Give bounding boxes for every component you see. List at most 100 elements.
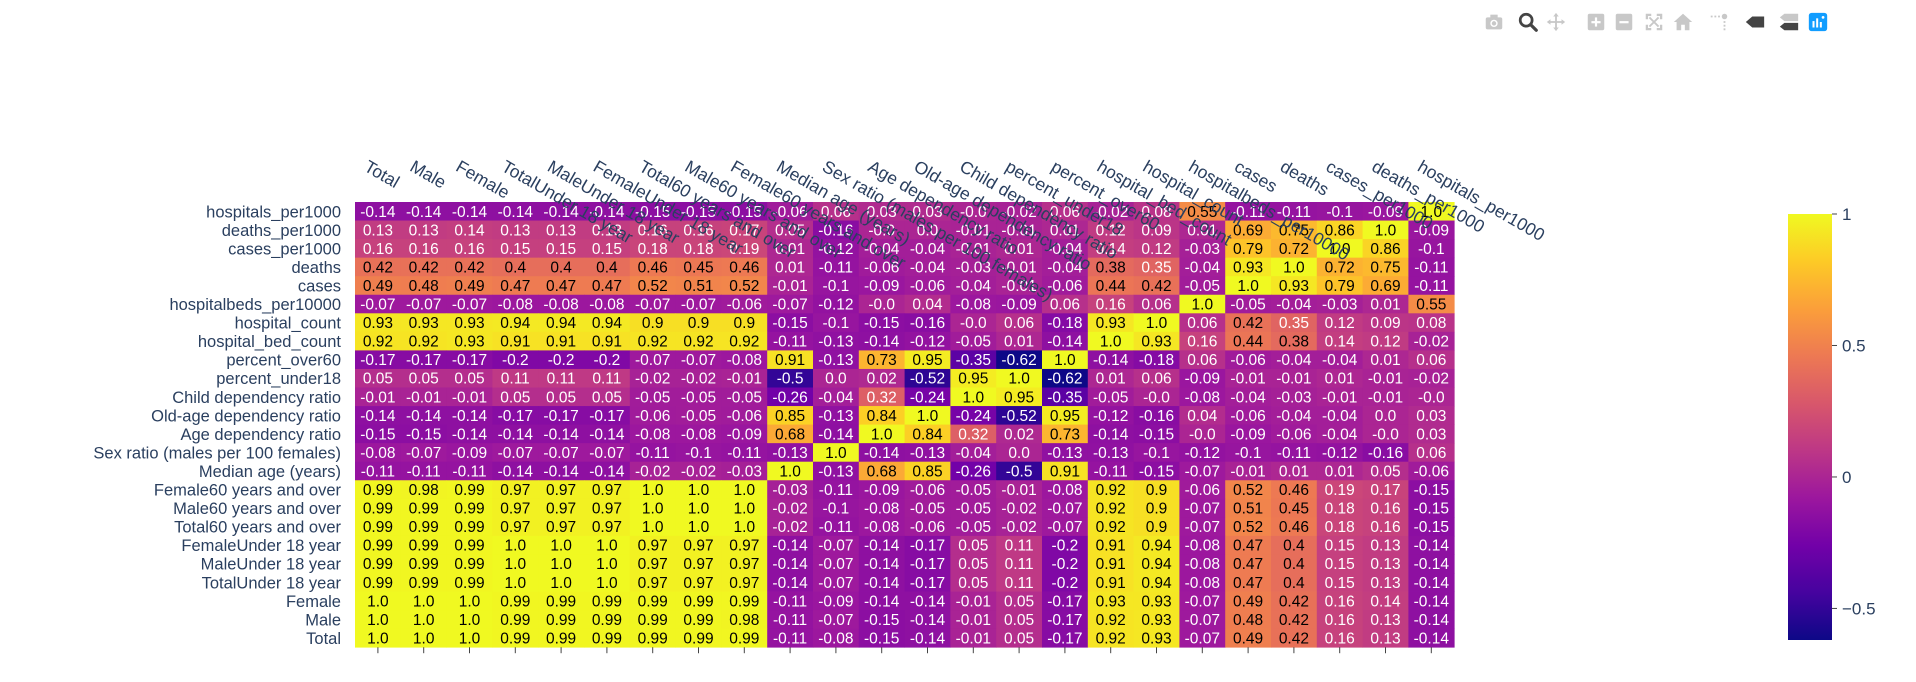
cell-value-label: 0.99	[546, 593, 576, 610]
cell-value-label: 0.99	[592, 630, 622, 647]
cell-value-label: -0.04	[1276, 297, 1312, 314]
colorbar-tick-label: 1	[1842, 205, 1851, 224]
plotly-logo-button[interactable]	[1804, 8, 1832, 36]
cell-value-label: -0.02	[681, 371, 716, 388]
heatmap-cell	[858, 220, 905, 240]
cell-value-label: -0.02	[635, 463, 670, 480]
colorbar-ticks: 1 0.5 0 −0.5	[1832, 205, 1876, 618]
cell-value-label: 0.97	[500, 501, 530, 518]
plotly-logo-icon	[1808, 12, 1828, 32]
cell-value-label: 0.08	[1141, 204, 1171, 221]
cell-value-label: 0.99	[409, 575, 439, 592]
camera-button[interactable]	[1480, 8, 1508, 36]
cell-value-label: 0.97	[638, 538, 668, 555]
cell-value-label: -0.14	[772, 556, 808, 573]
heatmap-cell	[767, 331, 814, 351]
heatmap-cell	[1362, 554, 1409, 574]
heatmap-cell	[813, 610, 860, 630]
cell-value-label: 0.42	[1141, 278, 1171, 295]
heatmap-cell	[400, 368, 447, 388]
heatmap-cell	[1408, 257, 1455, 277]
heatmap-cell	[1225, 628, 1272, 648]
cell-value-label: 0.91	[1050, 463, 1080, 480]
cell-value-label: -0.01	[956, 612, 991, 629]
heatmap-cell	[492, 202, 539, 221]
heatmap-cell	[1271, 313, 1318, 333]
heatmap-cell	[629, 610, 676, 630]
cell-value-label: 0.97	[592, 519, 622, 536]
cell-value-label: -0.09	[1414, 222, 1449, 239]
cell-value-label: 0.99	[454, 482, 484, 499]
cell-value-label: 1.0	[1192, 297, 1214, 314]
heatmap-cell	[400, 461, 447, 481]
cell-value-label: -0.11	[819, 482, 853, 499]
heatmap-cell	[1271, 443, 1318, 463]
cell-value-label: 0.97	[546, 501, 576, 518]
zoom-button[interactable]	[1514, 8, 1542, 36]
zoom-in-button[interactable]	[1582, 8, 1610, 36]
zoom-out-button[interactable]	[1610, 8, 1638, 36]
cell-value-label: -0.17	[360, 352, 395, 369]
cell-value-label: 0.06	[1416, 352, 1446, 369]
heatmap-cell	[446, 628, 493, 648]
heatmap-cell	[1179, 202, 1226, 221]
cell-value-label: -0.09	[1001, 297, 1036, 314]
cell-value-label: -0.14	[1414, 612, 1450, 629]
heatmap-cell	[767, 591, 814, 611]
heatmap-cell	[1179, 628, 1226, 648]
cell-value-label: -0.03	[1322, 297, 1357, 314]
cell-value-label: -0.04	[818, 389, 854, 406]
cell-value-label: 0.38	[1279, 334, 1309, 351]
heatmap-cell	[996, 591, 1043, 611]
heatmap-cell	[813, 368, 860, 388]
cell-value-label: -0.06	[910, 519, 945, 536]
heatmap-cell	[950, 276, 997, 296]
cell-value-label: -0.09	[1368, 204, 1403, 221]
heatmap-cell	[858, 350, 905, 370]
cell-value-label: 0.9	[1146, 482, 1168, 499]
heatmap-cell	[446, 554, 493, 574]
heatmap-cell	[721, 220, 768, 240]
heatmap-cell	[904, 498, 951, 518]
heatmap-cell	[950, 554, 997, 574]
heatmap-cell	[904, 276, 951, 296]
cell-value-label: -0.15	[635, 204, 670, 221]
cell-value-label: 0.97	[546, 519, 576, 536]
cell-value-label: 0.93	[454, 334, 484, 351]
hover-compare-button[interactable]	[1775, 8, 1803, 36]
cell-value-label: 0.9	[734, 315, 756, 332]
heatmap-cell	[1408, 294, 1455, 314]
colorbar-tick-label: 0	[1842, 468, 1851, 487]
heatmap-cell	[813, 350, 860, 370]
cell-value-label: 0.08	[1416, 315, 1446, 332]
pan-button[interactable]	[1542, 8, 1570, 36]
heatmap-cell	[767, 554, 814, 574]
cell-value-label: 0.93	[1141, 593, 1171, 610]
cell-value-label: -0.04	[910, 259, 946, 276]
autoscale-button[interactable]	[1640, 8, 1668, 36]
heatmap-cell	[1087, 498, 1134, 518]
heatmap-cell	[813, 239, 860, 259]
heatmap-cell	[355, 331, 402, 351]
cell-value-label: 0.91	[500, 334, 530, 351]
heatmap-cell	[813, 406, 860, 425]
heatmap-cell	[1271, 554, 1318, 574]
cell-value-label: -0.06	[1414, 463, 1449, 480]
spikelines-button[interactable]	[1705, 8, 1733, 36]
heatmap-cell	[721, 610, 768, 630]
cell-value-label: -0.35	[1047, 389, 1082, 406]
cell-value-label: 0.94	[1141, 538, 1172, 555]
heatmap-cell	[1362, 443, 1409, 463]
heatmap-cell	[1362, 368, 1409, 388]
cell-value-label: -0.16	[1368, 445, 1403, 462]
hover-closest-button[interactable]	[1741, 8, 1769, 36]
y-tick-label: hospital_bed_count	[198, 333, 342, 351]
heatmap-cell	[355, 294, 402, 314]
cell-value-label: 1.0	[1146, 315, 1168, 332]
heatmap-cell	[721, 424, 768, 444]
heatmap-cell	[1316, 239, 1363, 259]
home-button[interactable]	[1669, 8, 1697, 36]
heatmap-cell	[400, 257, 447, 277]
heatmap-cell	[675, 202, 722, 221]
